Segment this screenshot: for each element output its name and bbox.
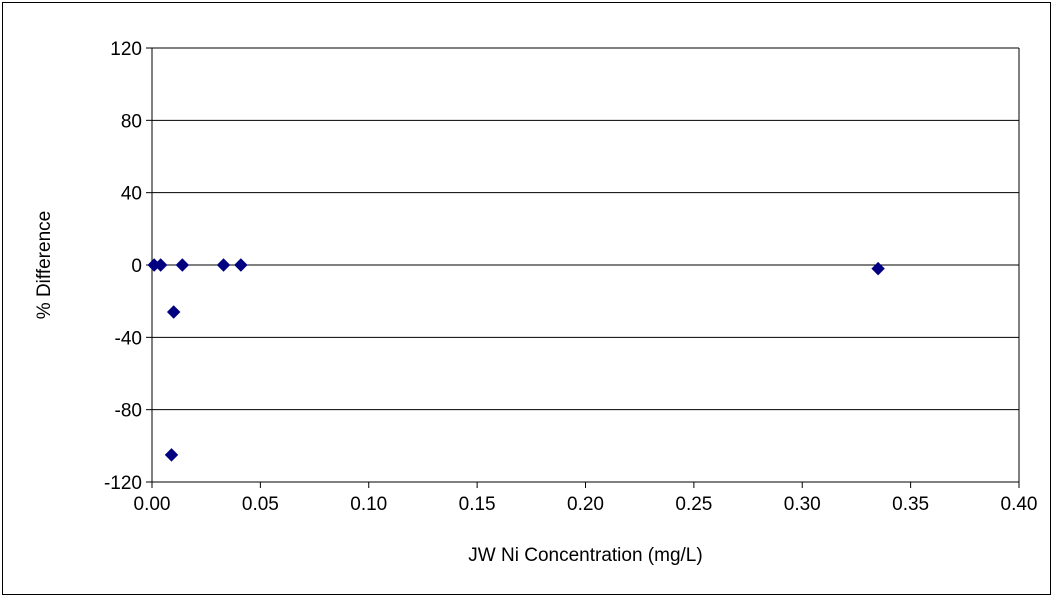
data-point: [164, 448, 179, 462]
x-tick-label: 0.10: [350, 494, 387, 515]
y-tick-label: 40: [121, 184, 142, 205]
gridlines: [152, 47, 1019, 483]
x-tick-label: 0.00: [134, 494, 171, 515]
x-tick-label: 0.40: [1001, 494, 1038, 515]
y-tick-labels: 120 80 40 0 -40 -80 -120: [104, 39, 142, 494]
axes: [146, 47, 1020, 488]
x-tick-label: 0.25: [675, 494, 712, 515]
x-tick-label: 0.20: [567, 494, 604, 515]
data-point: [871, 261, 885, 276]
x-tick-label: 0.35: [892, 494, 929, 515]
x-tick-labels: 0.00 0.05 0.10 0.15 0.20 0.25 0.30 0.35 0.40: [134, 494, 1038, 515]
x-tick-label: 0.05: [242, 494, 279, 515]
x-tick-label: 0.15: [459, 494, 496, 515]
data-points: [147, 258, 885, 462]
y-tick-label: 120: [110, 39, 142, 60]
y-tick-label: -40: [115, 328, 142, 349]
y-axis-title: % Difference: [34, 211, 55, 319]
y-tick-label: 0: [131, 256, 142, 277]
data-point: [175, 258, 190, 272]
x-tick-label: 0.30: [784, 494, 821, 515]
data-point: [216, 258, 231, 272]
y-tick-label: -80: [115, 401, 142, 422]
y-tick-label: 80: [121, 111, 142, 132]
data-point: [166, 305, 181, 319]
y-tick-label: -120: [104, 473, 142, 494]
x-axis-title: JW Ni Concentration (mg/L): [468, 545, 702, 566]
data-point: [234, 258, 248, 272]
data-point: [153, 258, 168, 272]
